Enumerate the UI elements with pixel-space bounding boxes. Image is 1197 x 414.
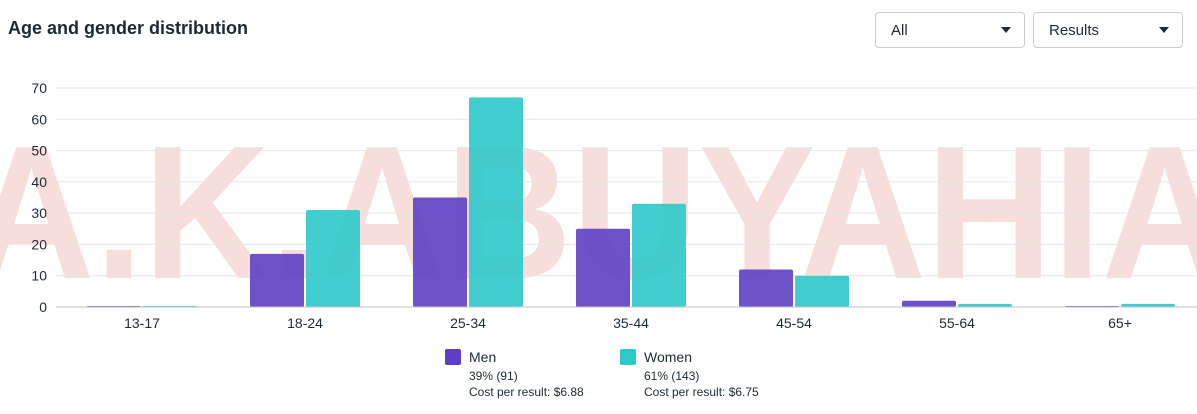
bar-men-25-34[interactable] <box>413 197 467 308</box>
bar-women-65+[interactable] <box>1121 303 1175 307</box>
x-tick-label: 13-17 <box>124 315 160 331</box>
y-tick-label: 70 <box>31 80 47 96</box>
metric-dropdown[interactable]: Results <box>1033 12 1183 48</box>
audience-dropdown[interactable]: All <box>875 12 1025 48</box>
bar-women-25-34[interactable] <box>469 97 523 307</box>
bar-men-45-54[interactable] <box>739 269 793 307</box>
x-tick-label: 35-44 <box>613 315 649 331</box>
y-tick-label: 60 <box>31 111 47 127</box>
x-tick-label: 18-24 <box>287 315 323 331</box>
legend-label-men: Men <box>469 349 497 365</box>
legend-swatch-women <box>620 349 636 365</box>
legend-swatch-men <box>445 349 461 365</box>
legend-cost-men: Cost per result: $6.88 <box>469 385 584 399</box>
bar-men-55-64[interactable] <box>902 300 956 307</box>
y-tick-label: 20 <box>31 236 47 252</box>
chart-title: Age and gender distribution <box>8 18 249 38</box>
bar-women-45-54[interactable] <box>795 275 849 307</box>
audience-dropdown-value: All <box>891 21 908 39</box>
x-tick-label: 65+ <box>1108 315 1132 331</box>
bar-chart: A.K.ABUYAHIA 01020304050607013-1718-2425… <box>0 80 1197 331</box>
chart-grid <box>56 87 1197 277</box>
bar-men-18-24[interactable] <box>250 253 304 307</box>
y-tick-label: 10 <box>31 268 47 284</box>
legend-cost-women: Cost per result: $6.75 <box>644 385 759 399</box>
y-tick-label: 50 <box>31 143 47 159</box>
bar-men-35-44[interactable] <box>576 228 630 307</box>
y-tick-label: 0 <box>39 299 47 315</box>
metric-dropdown-value: Results <box>1049 21 1100 39</box>
y-tick-label: 30 <box>31 205 47 221</box>
bar-women-35-44[interactable] <box>632 203 686 307</box>
legend-percent-men: 39% (91) <box>469 369 518 383</box>
bar-women-55-64[interactable] <box>958 303 1012 307</box>
chart-axis: 0 10 20 30 40 50 60 70 13-17 18-24 25-34 35-44 45-54… <box>31 80 1197 331</box>
x-tick-label: 45-54 <box>776 315 812 331</box>
caret-down-icon <box>1001 27 1011 33</box>
x-tick-label: 25-34 <box>450 315 486 331</box>
caret-down-icon <box>1159 27 1169 33</box>
bar-women-18-24[interactable] <box>306 210 360 307</box>
legend-item-women[interactable]: Women 61% (143) Cost per result: $6.75 <box>620 348 800 404</box>
chart-bars <box>87 97 1175 307</box>
y-tick-label: 40 <box>31 174 47 190</box>
x-tick-label: 55-64 <box>939 315 975 331</box>
legend-percent-women: 61% (143) <box>644 369 700 383</box>
legend-item-men[interactable]: Men 39% (91) Cost per result: $6.88 <box>445 348 615 404</box>
legend-label-women: Women <box>644 349 692 365</box>
